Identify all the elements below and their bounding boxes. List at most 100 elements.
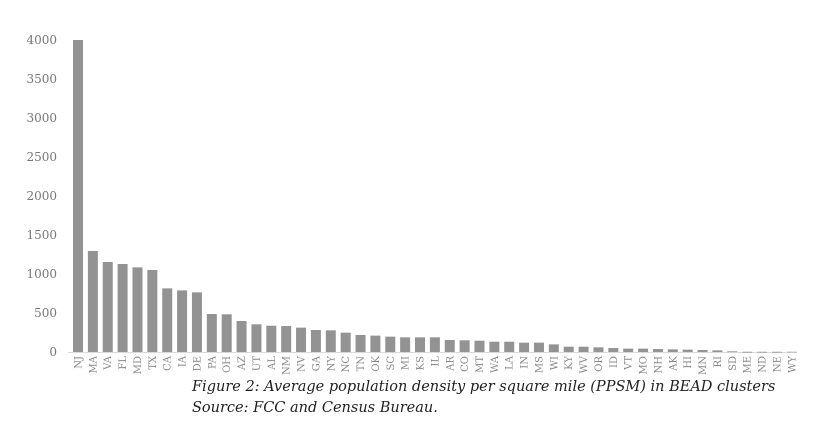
y-tick-label: 2000 (26, 189, 57, 203)
x-tick-label: NC (341, 356, 352, 373)
bar-NM (281, 326, 292, 352)
bar-HI (682, 349, 693, 352)
x-tick-label: OK (371, 355, 382, 371)
x-tick-label: NJ (74, 356, 85, 369)
x-tick-label: OH (222, 356, 233, 373)
y-tick-label: 1000 (26, 267, 57, 281)
x-tick-label: IL (430, 356, 441, 367)
bar-MS (533, 342, 544, 352)
bar-MA (87, 250, 98, 352)
x-tick-label: MO (639, 356, 650, 374)
bar-OR (593, 347, 604, 352)
bar-LA (504, 341, 515, 352)
bar-UT (251, 324, 262, 352)
bar-AK (667, 349, 678, 352)
bar-ND (757, 351, 768, 353)
bar-MO (638, 348, 649, 352)
bar-MN (697, 349, 708, 352)
x-tick-label: MS (534, 356, 545, 373)
bar-CA (162, 288, 173, 352)
bar-GA (310, 330, 321, 352)
bar-MT (474, 340, 485, 352)
x-tick-label: VT (624, 356, 635, 371)
x-tick-label: SD (728, 356, 739, 371)
x-tick-label: AZ (237, 356, 248, 371)
x-tick-label: KY (564, 356, 575, 370)
x-tick-label: AR (445, 356, 456, 372)
bar-WA (489, 341, 500, 352)
x-tick-label: MN (698, 356, 709, 375)
bar-ID (608, 348, 619, 352)
bar-DE (191, 292, 202, 352)
x-tick-label: CA (163, 355, 174, 371)
bar-WV (578, 346, 589, 352)
bar-TN (355, 334, 366, 352)
bar-FL (117, 264, 128, 352)
bar-VA (102, 261, 113, 352)
x-tick-label: NV (297, 355, 308, 372)
bar-AL (266, 325, 277, 352)
bar-KS (415, 337, 426, 352)
x-tick-label: MA (88, 355, 99, 373)
bar-CO (459, 340, 470, 352)
x-tick-label: WA (490, 355, 501, 373)
x-tick-label: HI (683, 356, 694, 369)
bar-NH (652, 349, 663, 352)
bar-NC (340, 332, 351, 352)
source-caption: Source: FCC and Census Bureau. (192, 400, 438, 416)
x-tick-label: WV (579, 355, 590, 373)
bar-SC (385, 336, 396, 352)
bar-WI (548, 344, 559, 352)
x-tick-label: TX (148, 355, 159, 370)
bar-MI (400, 337, 411, 352)
bar-KY (563, 346, 574, 352)
y-tick-label: 4000 (26, 33, 57, 47)
x-tick-label: NM (282, 356, 293, 375)
y-tick-label: 1500 (26, 228, 57, 242)
x-tick-label: WY (787, 356, 798, 373)
bar-MD (132, 267, 143, 352)
bar-ME (742, 351, 753, 353)
bar-RI (712, 350, 723, 352)
x-tick-label: NH (653, 356, 664, 374)
bar-AZ (236, 321, 247, 352)
x-tick-label: MD (133, 356, 144, 374)
x-tick-label: NY (326, 356, 337, 372)
x-tick-label: SC (386, 356, 397, 371)
y-tick-label: 2500 (26, 150, 57, 164)
y-tick-label: 3500 (26, 72, 57, 86)
y-tick-label: 3000 (26, 111, 57, 125)
bar-IN (519, 342, 530, 352)
x-tick-label: OR (594, 356, 605, 372)
bar-VT (623, 348, 634, 352)
x-tick-label: RI (713, 356, 724, 368)
bar-PA (206, 314, 217, 352)
x-tick-label: DE (192, 356, 203, 371)
bar-NV (296, 327, 307, 352)
x-tick-label: AK (668, 355, 679, 371)
x-tick-label: IN (520, 356, 531, 369)
y-tick-label: 0 (49, 345, 57, 359)
bar-IL (429, 337, 440, 352)
x-tick-label: WI (549, 356, 560, 370)
x-tick-label: AL (267, 356, 278, 371)
bar-NE (771, 351, 782, 353)
x-tick-label: TN (356, 356, 367, 372)
x-tick-label: ID (609, 356, 620, 368)
x-tick-label: IA (178, 355, 189, 367)
x-tick-label: LA (505, 355, 516, 370)
bar-NY (325, 330, 336, 352)
x-tick-label: GA (311, 355, 322, 371)
bar-SD (727, 351, 738, 353)
bar-WY (786, 351, 797, 353)
bar-NJ (73, 40, 83, 352)
bar-OK (370, 335, 381, 352)
bar-OH (221, 314, 232, 352)
x-tick-label: KS (416, 356, 427, 370)
y-tick-label: 500 (34, 306, 57, 320)
x-tick-label: PA (207, 355, 218, 369)
x-tick-label: UT (252, 356, 263, 371)
x-tick-label: ND (758, 356, 769, 373)
bar-chart: 0 500 1000 1500 2000 2500 3000 3500 4000 NJ MA VA F… (26, 33, 798, 375)
x-tick-label: NE (772, 356, 783, 372)
